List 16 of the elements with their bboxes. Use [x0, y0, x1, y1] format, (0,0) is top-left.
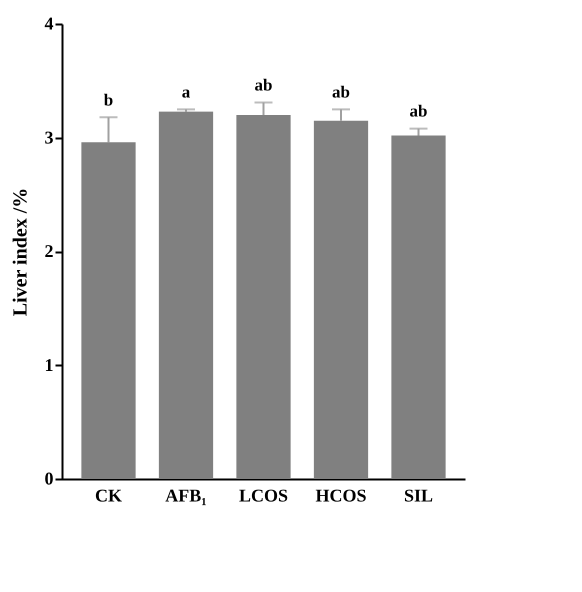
y-tick-label: 1	[44, 354, 54, 375]
annotation: ab	[332, 82, 350, 102]
y-tick-label: 4	[44, 14, 54, 34]
annotation: b	[104, 90, 114, 110]
x-tick-label: LCOS	[238, 486, 288, 506]
annotation: ab	[254, 75, 272, 94]
x-tick-label: CK	[95, 486, 122, 506]
annotation: a	[182, 82, 191, 102]
y-tick-label: 0	[44, 468, 54, 488]
y-tick-label: 2	[44, 241, 54, 261]
x-tick-label: HCOS	[315, 486, 367, 506]
y-axis-title: Liver index /%	[10, 188, 32, 316]
annotation: ab	[410, 102, 428, 121]
x-tick-label: SIL	[404, 486, 434, 506]
x-tick-label: AFB₁	[165, 486, 207, 506]
y-tick-label: 3	[44, 127, 54, 148]
